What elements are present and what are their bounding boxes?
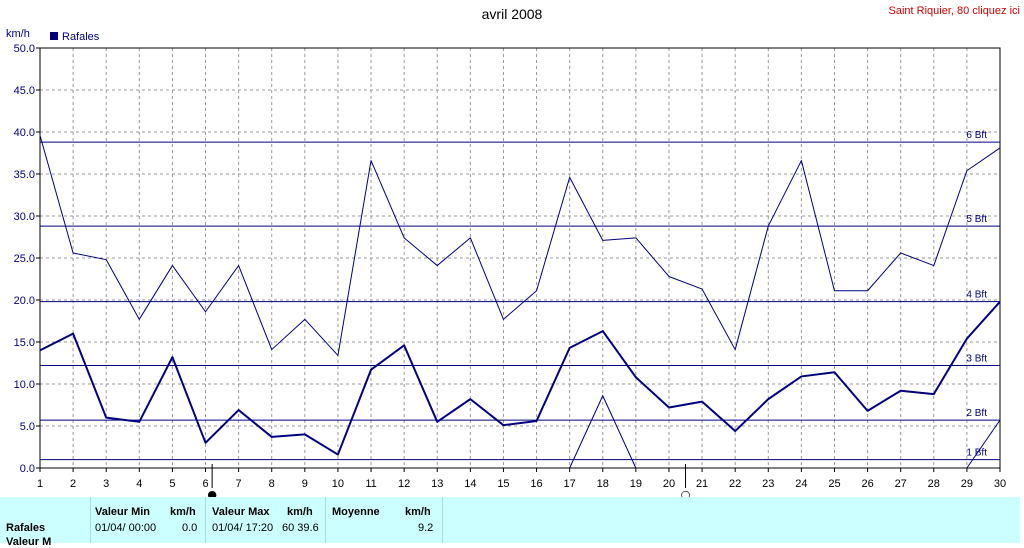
- x-tick-label: 22: [729, 478, 741, 490]
- x-tick-label: 11: [365, 478, 376, 490]
- moon-phase-markers: ● ○: [207, 464, 690, 497]
- x-tick-label: 21: [696, 478, 708, 490]
- y-tick-label: 35.0: [14, 169, 35, 181]
- legend-swatch: [50, 32, 58, 40]
- x-tick-label: 20: [663, 478, 675, 490]
- x-tick-label: 1: [37, 478, 43, 490]
- chart-title: avril 2008: [481, 6, 543, 22]
- series-line-secondary: [39, 301, 1001, 456]
- avg-header: Moyenne: [332, 506, 380, 518]
- y-tick-label: 30.0: [14, 211, 35, 223]
- panel-row-label: Rafales: [6, 522, 46, 534]
- y-tick-label: 20.0: [14, 295, 35, 307]
- moon-phase-icon: ○: [681, 488, 691, 497]
- beaufort-label: 6 Bft: [966, 130, 987, 141]
- x-tick-label: 24: [795, 478, 807, 490]
- x-tick-label: 3: [103, 478, 109, 490]
- x-tick-label: 13: [431, 478, 443, 490]
- x-tick-label: 16: [530, 478, 542, 490]
- y-tick-label: 5.0: [20, 421, 35, 433]
- y-tick-label: 40.0: [14, 127, 35, 139]
- x-tick-label: 30: [994, 478, 1006, 490]
- min-value: 0.0: [182, 522, 198, 534]
- max-value: 60 39.6: [282, 522, 319, 534]
- x-tick-label: 4: [136, 478, 142, 490]
- avg-unit: km/h: [405, 506, 431, 518]
- beaufort-label: 3 Bft: [966, 354, 987, 365]
- x-tick-label: 8: [269, 478, 275, 490]
- x-tick-label: 12: [398, 478, 410, 490]
- x-tick-label: 10: [332, 478, 344, 490]
- y-tick-label: 0.0: [20, 463, 35, 475]
- x-tick-label: 28: [928, 478, 940, 490]
- x-tick-label: 29: [961, 478, 973, 490]
- x-tick-label: 19: [630, 478, 642, 490]
- min-header: Valeur Min: [95, 506, 151, 518]
- y-tick-label: 10.0: [14, 379, 35, 391]
- y-tick-label: 45.0: [14, 85, 35, 97]
- x-tick-label: 25: [828, 478, 840, 490]
- avg-value: 9.2: [418, 522, 434, 534]
- x-tick-label: 9: [302, 478, 308, 490]
- x-tick-label: 27: [895, 478, 907, 490]
- plot-frame: [39, 47, 1001, 469]
- chart-axes: [36, 47, 1001, 472]
- series-line-rafales: [39, 135, 1001, 356]
- y-tick-label: 15.0: [14, 337, 35, 349]
- series-line-low-a: [569, 394, 637, 469]
- max-header: Valeur Max: [212, 506, 270, 518]
- x-tick-label: 15: [497, 478, 509, 490]
- min-date: 01/04/ 00:00: [95, 522, 157, 534]
- moon-phase-icon: ●: [207, 488, 217, 497]
- max-unit: km/h: [287, 506, 313, 518]
- beaufort-label: 5 Bft: [966, 214, 987, 225]
- station-link[interactable]: Saint Riquier, 80 cliquez ici: [888, 5, 1020, 17]
- y-axis-unit: km/h: [6, 28, 30, 40]
- chart-tick-labels: 1 2 3 4 5 6 7 8 9 10 11 12 13 14 15 16 17 18 19 20 21 22 23 24 2…: [14, 43, 1007, 490]
- x-tick-label: 17: [564, 478, 576, 490]
- beaufort-label: 2 Bft: [966, 408, 987, 419]
- y-tick-label: 25.0: [14, 253, 35, 265]
- x-tick-label: 5: [169, 478, 175, 490]
- series-line-low-b: [966, 419, 1001, 469]
- chart-series: [39, 135, 1001, 469]
- beaufort-label: 4 Bft: [966, 290, 987, 301]
- x-tick-label: 6: [202, 478, 208, 490]
- chart-grid: [40, 48, 1000, 468]
- x-tick-label: 26: [861, 478, 873, 490]
- y-tick-label: 50.0: [14, 43, 35, 55]
- stats-panel: Rafales Valeur M Valeur Min km/h 01/04/ …: [0, 497, 1020, 548]
- panel-row-label-2: Valeur M: [6, 536, 52, 548]
- x-tick-label: 7: [236, 478, 242, 490]
- max-date: 01/04/ 17:20: [212, 522, 274, 534]
- legend: Rafales: [50, 31, 99, 43]
- x-tick-label: 18: [597, 478, 609, 490]
- min-unit: km/h: [170, 506, 196, 518]
- x-tick-label: 2: [70, 478, 76, 490]
- legend-label: Rafales: [62, 31, 100, 43]
- x-tick-label: 14: [464, 478, 476, 490]
- x-tick-label: 23: [762, 478, 774, 490]
